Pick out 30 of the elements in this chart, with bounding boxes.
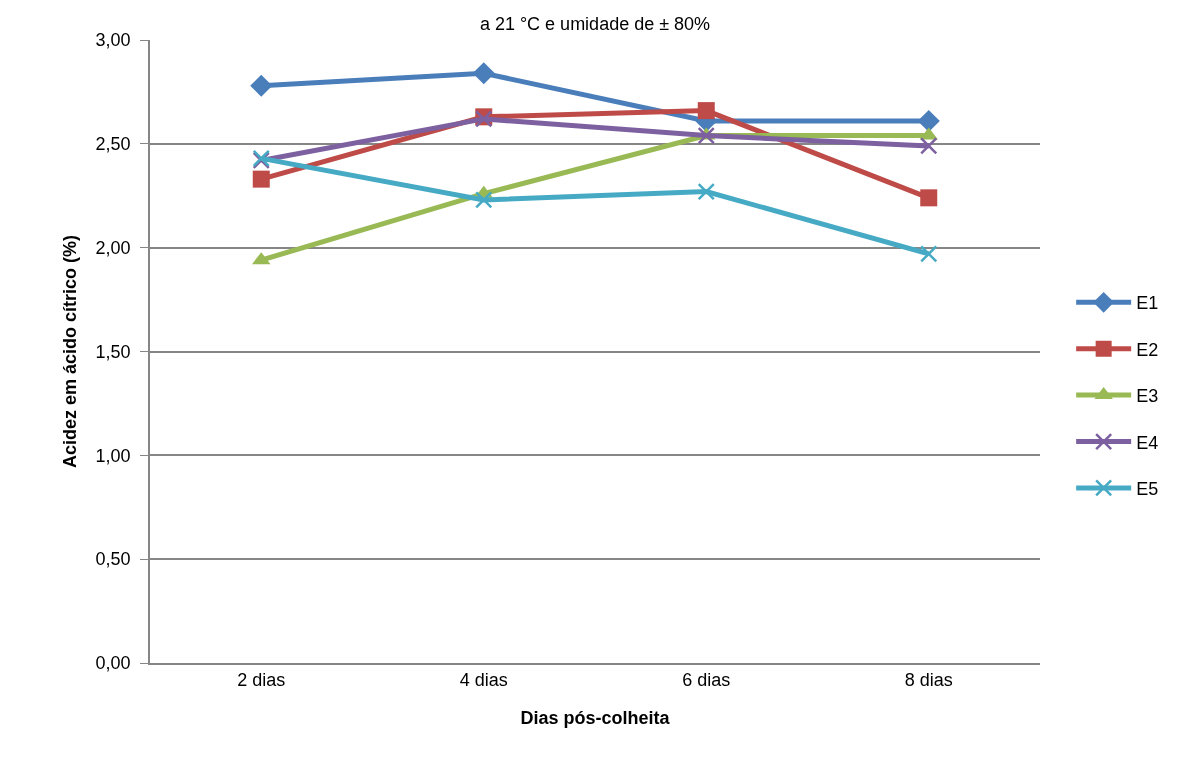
point [697,182,715,201]
point [920,137,938,155]
point [920,189,938,207]
x-axis-title: Dias pós-colheita [520,707,671,728]
legend-label: E5 [1136,478,1159,499]
legend-label: E3 [1136,386,1159,407]
x-tick-label: 2 dias [237,670,286,691]
legend-label: E1 [1136,293,1159,314]
y-tick-label: 2,00 [95,237,131,258]
x-tick-label: 8 dias [904,670,953,691]
y-tick-label: 2,50 [95,134,131,155]
point [252,170,270,188]
x-tick-label: 6 dias [682,670,731,691]
point [472,62,495,85]
point [697,126,715,145]
point [917,109,940,133]
y-tick-label: 3,00 [95,30,131,51]
y-tick-label: 0,00 [95,653,131,674]
y-tick-label: 0,50 [95,549,131,570]
point [250,74,273,97]
point [475,191,493,209]
x-tick-label: 4 dias [459,670,508,691]
y-tick-label: 1,00 [95,445,131,466]
y-axis-title: Acidez em ácido cítrico (%) [60,234,81,469]
legend-label: E2 [1136,339,1159,360]
point [697,102,715,120]
chart-title: a 21 °C e umidade de ± 80% [479,13,711,34]
legend-label: E4 [1136,432,1159,453]
y-tick-label: 1,50 [95,341,131,362]
point [920,245,938,263]
